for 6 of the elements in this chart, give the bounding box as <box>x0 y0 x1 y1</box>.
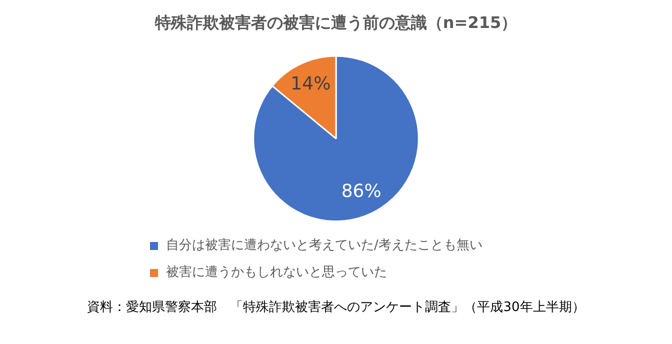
legend-label: 被害に遭うかもしれないと思っていた <box>166 264 387 282</box>
data-label: 14% <box>290 73 331 94</box>
legend-label: 自分は被害に遭わないと考えていた/考えたことも無い <box>166 237 482 255</box>
chart-title: 特殊詐欺被害者の被害に遭う前の意識（n=215） <box>154 12 518 32</box>
text: 資料：愛知県警察本部 「特殊詐欺被害者へのアンケート調査」（平成30年上半期） <box>86 299 586 316</box>
data-label: 86% <box>341 181 382 202</box>
